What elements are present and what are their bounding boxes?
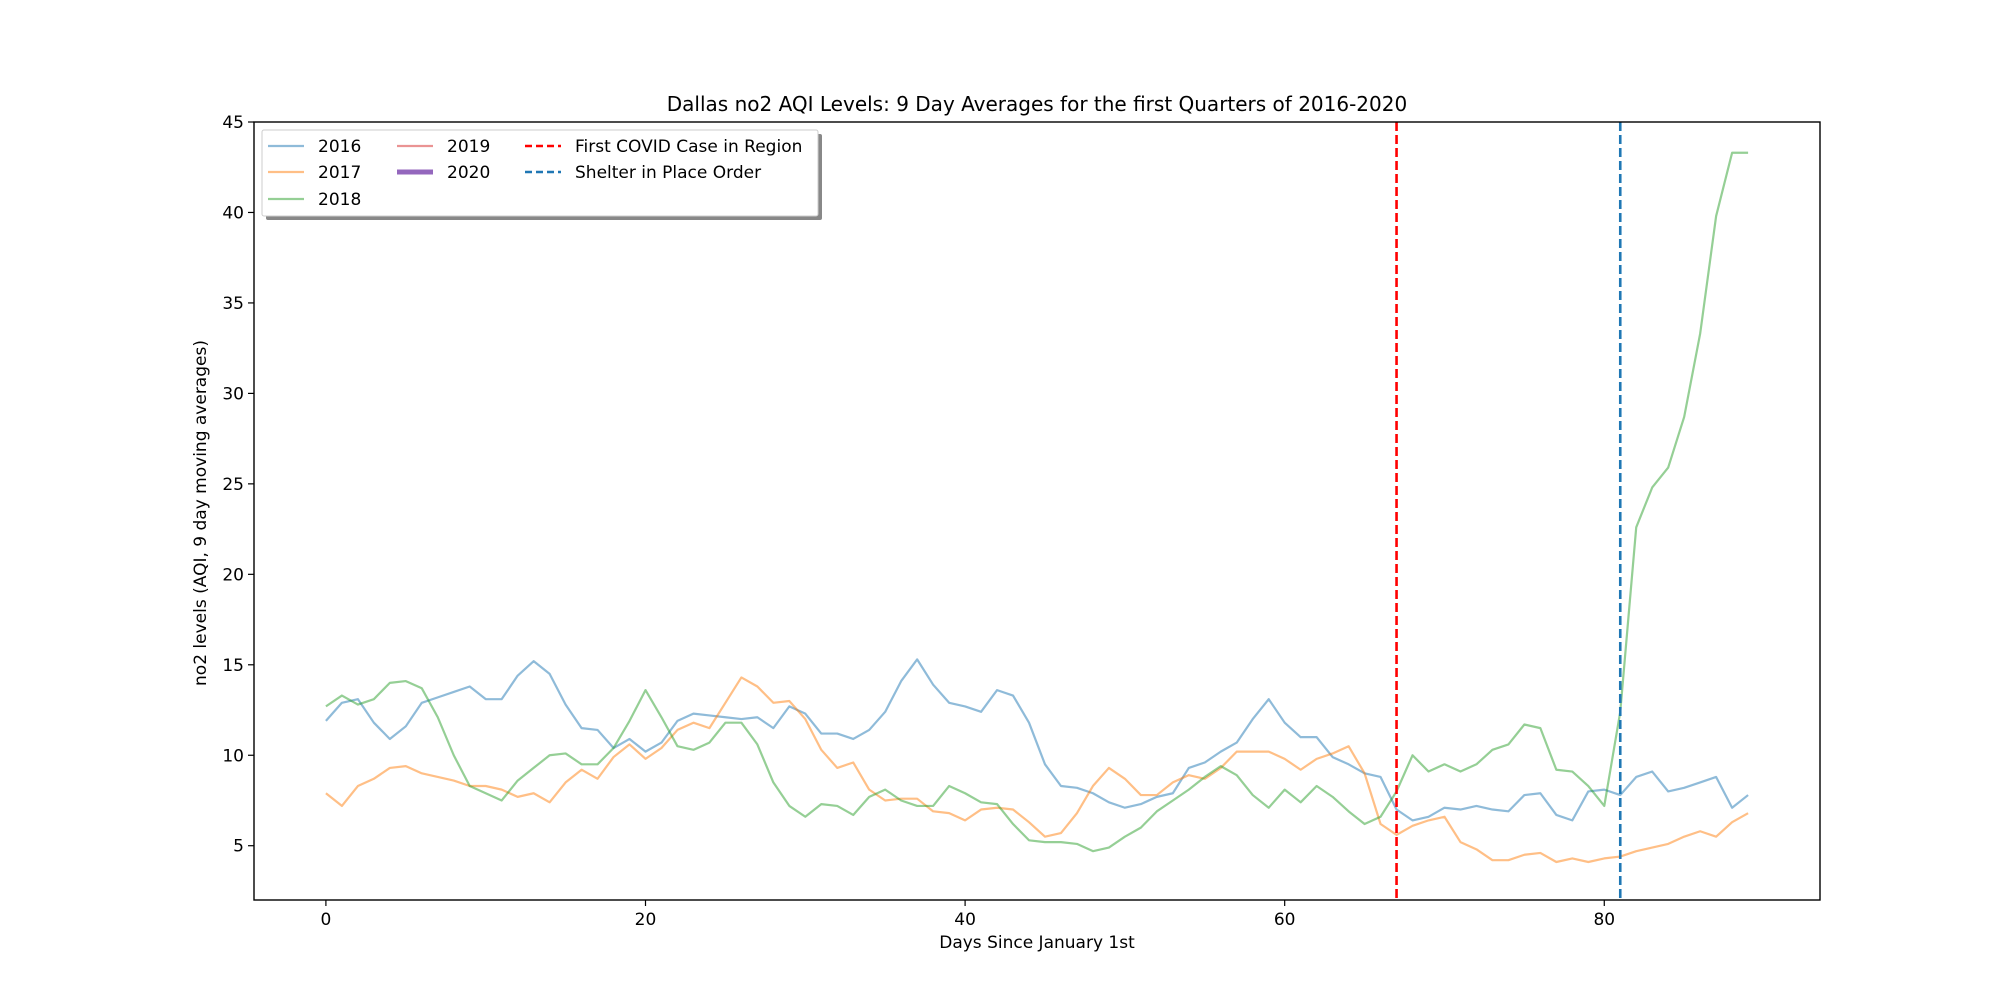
legend-label: 2019	[447, 137, 490, 157]
series-line-2017	[325, 676, 1749, 864]
legend: 2016 2017 2018 2019 2020 First COVID Case in …	[261, 129, 822, 220]
x-tick-label: 80	[1593, 910, 1615, 930]
legend-label: 2018	[318, 190, 361, 210]
y-tick-label: 10	[222, 746, 244, 766]
chart-title: Dallas no2 AQI Levels: 9 Day Averages fo…	[667, 92, 1407, 116]
legend-label: 2016	[318, 137, 361, 157]
series-line-2018	[325, 151, 1749, 853]
x-tick-label: 60	[1274, 910, 1296, 930]
legend-label: Shelter in Place Order	[575, 163, 761, 183]
x-tick-label: 20	[635, 910, 657, 930]
y-tick-label: 25	[222, 475, 244, 495]
y-tick-label: 35	[222, 294, 244, 314]
y-tick-label: 40	[222, 203, 244, 223]
legend-label: First COVID Case in Region	[575, 137, 802, 157]
y-tick-label: 45	[222, 113, 244, 133]
y-axis-label: no2 levels (AQI, 9 day moving averages)	[191, 340, 211, 686]
legend-label: 2020	[447, 163, 490, 183]
y-tick-label: 20	[222, 565, 244, 585]
y-tick-label: 15	[222, 656, 244, 676]
x-tick-label: 0	[320, 910, 331, 930]
x-tick-label: 40	[954, 910, 976, 930]
y-tick-label: 30	[222, 384, 244, 404]
plot-area: 0 20 40 60 80 5 10 15 20 25 30 35 40 45	[222, 113, 1821, 930]
series-line-2016	[325, 658, 1749, 822]
plot-frame	[253, 121, 1821, 901]
x-axis-label: Days Since January 1st	[939, 933, 1135, 953]
y-tick-label: 5	[233, 837, 244, 857]
legend-label: 2017	[318, 163, 361, 183]
